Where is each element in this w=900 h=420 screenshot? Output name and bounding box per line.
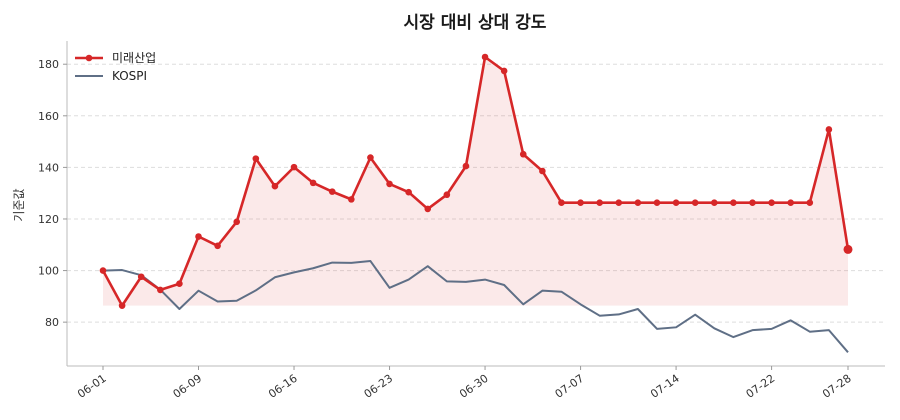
series-0-point-31 (691, 199, 699, 207)
series-0-point-32 (710, 199, 718, 207)
series-1-group (102, 260, 849, 353)
series-0-point-14 (367, 154, 374, 161)
y-tick-label-180: 180 (38, 58, 59, 71)
legend-label-1: KOSPI (112, 69, 147, 83)
x-tick-label-0: 06-01 (75, 372, 109, 401)
legend-marker-0 (85, 54, 93, 62)
legend: 미래산업 KOSPI (75, 51, 156, 83)
y-tick-label-140: 140 (38, 161, 59, 174)
y-tick-label-160: 160 (38, 110, 59, 123)
series-0-point-35 (768, 199, 775, 207)
series-0-point-18 (443, 191, 451, 199)
series-0-point-16 (405, 188, 412, 196)
series-0-point-11 (309, 179, 317, 187)
series-0-point-10 (290, 163, 298, 171)
series-0-point-23 (539, 167, 546, 175)
series-0-point-13 (348, 196, 355, 203)
series-0-point-36 (787, 199, 794, 207)
series-0-point-25 (577, 199, 584, 207)
series-0-point-19 (462, 162, 470, 170)
series-0-point-17 (424, 205, 432, 213)
series-0-point-6 (214, 242, 221, 250)
series-0-point-34 (749, 199, 756, 207)
fill-area (103, 56, 848, 306)
series-0-point-2 (137, 273, 145, 281)
series-0-point-37 (806, 199, 814, 207)
series-0-point-21 (500, 67, 508, 75)
series-0-point-38 (825, 126, 833, 133)
series-0-point-33 (730, 199, 737, 207)
fill-between-area (103, 56, 848, 306)
series-0-point-7 (233, 218, 241, 226)
series-0-line (101, 55, 850, 307)
x-tick-label-3: 06-23 (362, 372, 396, 401)
y-tick-label-80: 80 (45, 316, 59, 329)
x-tick-label-7: 07-22 (744, 372, 778, 401)
x-tick-label-2: 06-16 (266, 372, 300, 401)
x-tick-label-5: 07-07 (553, 372, 587, 401)
y-ticks: 80 100 120 140 160 180 (38, 58, 67, 329)
x-tick-label-1: 06-09 (171, 372, 205, 401)
series-0-point-5 (195, 233, 202, 240)
series-0-point-24 (558, 199, 565, 207)
x-ticks: 06-01 06-09 06-16 06-23 06-30 07-07 07-14 07-22… (75, 366, 854, 401)
series-group (99, 53, 853, 353)
series-0-point-29 (653, 199, 661, 207)
series-0-point-8 (252, 155, 260, 162)
series-0-point-1 (118, 302, 126, 309)
series-0-group (99, 53, 853, 309)
series-1-line (102, 260, 849, 353)
series-0-point-15 (386, 180, 393, 188)
x-tick-label-4: 06-30 (457, 372, 491, 401)
series-0-point-27 (615, 199, 623, 207)
series-0-point-0 (99, 267, 107, 274)
series-0-point-22 (519, 150, 527, 158)
legend-label-0: 미래산업 (112, 51, 156, 65)
series-0-point-3 (157, 286, 164, 294)
series-0-point-39 (843, 244, 853, 254)
y-tick-label-120: 120 (38, 213, 59, 226)
x-tick-label-6: 07-14 (648, 372, 682, 401)
y-tick-label-100: 100 (38, 265, 59, 278)
series-0-point-4 (176, 280, 183, 288)
series-0-point-12 (328, 188, 336, 195)
series-0-point-20 (481, 53, 489, 61)
series-0-point-30 (672, 199, 680, 207)
series-0-point-26 (596, 199, 603, 207)
y-axis-label: 기준값 (12, 188, 26, 221)
chart-title: 시장 대비 상대 강도 (404, 13, 547, 33)
series-0-point-9 (271, 182, 279, 190)
axes (66, 41, 885, 367)
series-0-point-28 (634, 199, 642, 207)
x-tick-label-8: 07-28 (820, 372, 854, 401)
